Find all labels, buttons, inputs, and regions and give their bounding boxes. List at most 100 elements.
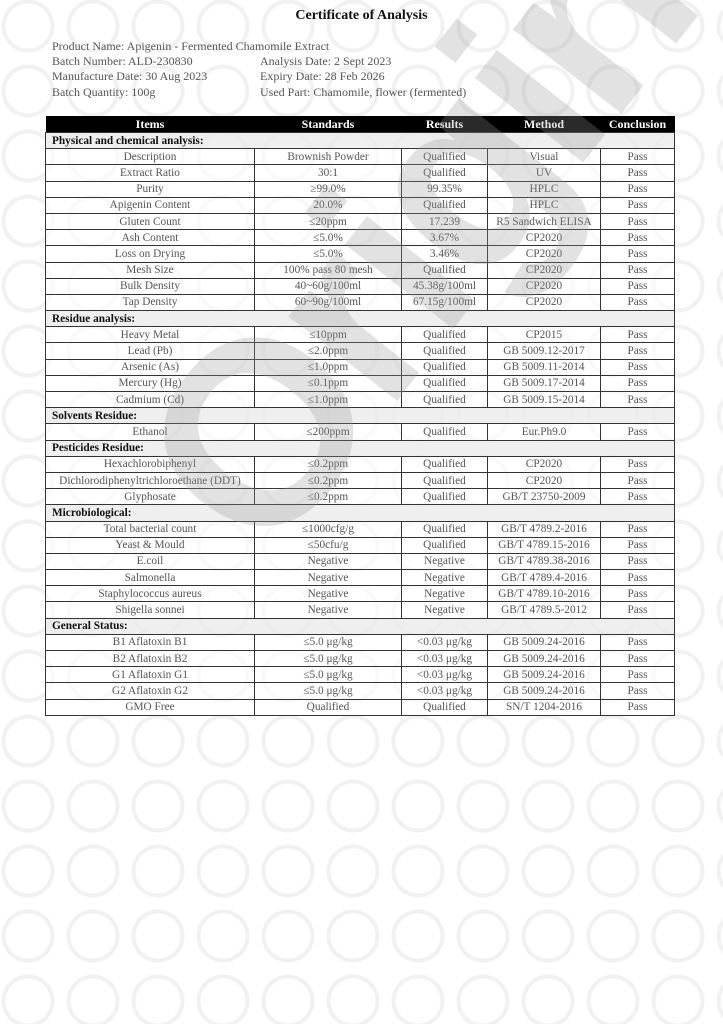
conclusion-cell: Pass (600, 601, 675, 619)
table-row: Gluten Count ≤20ppm 17.239 R5 Sandwich ELIS… (45, 212, 675, 231)
item-cell: Ash Content (45, 229, 255, 247)
method-cell: SN/T 1204-2016 (487, 698, 601, 716)
result-cell: 45.38g/100ml (401, 277, 488, 295)
conclusion-cell: Pass (600, 423, 675, 441)
table-row: Glyphosate ≤0.2ppm Qualified GB/T 23750-200… (45, 488, 675, 506)
item-cell: Total bacterial count (45, 520, 255, 538)
method-cell: GB 5009.24-2016 (487, 666, 601, 684)
standard-cell: ≤50cfu/g (254, 536, 402, 554)
conclusion-cell: Pass (600, 569, 675, 587)
table-row: Salmonella Negative Negative GB/T 4789.4-20… (45, 569, 675, 587)
conclusion-cell: Pass (600, 374, 675, 393)
standard-cell: ≤5.0 μg/kg (254, 666, 402, 684)
result-cell: Qualified (401, 164, 488, 182)
conclusion-cell: Pass (600, 229, 675, 247)
item-cell: Loss on Drying (45, 245, 255, 263)
result-cell: Qualified (401, 698, 488, 716)
standard-cell: 20.0% (254, 196, 402, 214)
result-cell: Qualified (401, 471, 488, 490)
standard-cell: 30:1 (254, 164, 402, 182)
conclusion-cell: Pass (600, 164, 675, 182)
section-row: Pesticides Residue: (45, 439, 675, 457)
item-cell: Gluten Count (45, 212, 255, 231)
conclusion-cell: Pass (600, 455, 675, 473)
analysis-table: Items Standards Results Method Conclusio… (45, 116, 675, 716)
item-cell: Shigella sonnei (45, 601, 255, 619)
result-cell: 67.15g/100ml (401, 293, 488, 312)
method-cell: UV (487, 164, 601, 182)
conclusion-cell: Pass (600, 520, 675, 538)
table-row: Arsenic (As) ≤1.0ppm Qualified GB 5009.11-2… (45, 358, 675, 376)
standard-cell: ≤0.1ppm (254, 374, 402, 393)
conclusion-cell: Pass (600, 358, 675, 376)
standard-cell: ≤1.0ppm (254, 390, 402, 409)
header-method: Method (487, 116, 601, 133)
standard-cell: ≤5.0 μg/kg (254, 682, 402, 700)
result-cell: Negative (401, 585, 488, 603)
result-cell: <0.03 μg/kg (401, 633, 488, 652)
conclusion-cell: Pass (600, 552, 675, 571)
result-cell: Qualified (401, 342, 488, 360)
result-cell: <0.03 μg/kg (401, 666, 488, 684)
conclusion-cell: Pass (600, 666, 675, 684)
conclusion-cell: Pass (600, 326, 675, 344)
method-cell: CP2020 (487, 245, 601, 263)
table-row: G2 Aflatoxin G2 ≤5.0 μg/kg <0.03 μg/kg GB 5… (45, 682, 675, 700)
table-row: Yeast & Mould ≤50cfu/g Qualified GB/T 4789.… (45, 536, 675, 554)
method-cell: CP2015 (487, 326, 601, 344)
method-cell: GB/T 4789.2-2016 (487, 520, 601, 538)
item-cell: Purity (45, 180, 255, 198)
standard-cell: Negative (254, 552, 402, 571)
header-standards: Standards (254, 116, 402, 133)
standard-cell: 60~90g/100ml (254, 293, 402, 312)
standard-cell: ≤0.2ppm (254, 455, 402, 473)
method-cell: R5 Sandwich ELISA (487, 212, 601, 231)
method-cell: CP2020 (487, 471, 601, 490)
header-conclusion: Conclusion (600, 116, 675, 133)
table-row: Bulk Density 40~60g/100ml 45.38g/100ml CP20… (45, 277, 675, 295)
conclusion-cell: Pass (600, 277, 675, 295)
section-title: Physical and chemical analysis: (45, 131, 675, 150)
conclusion-cell: Pass (600, 180, 675, 198)
standard-cell: Negative (254, 601, 402, 619)
conclusion-cell: Pass (600, 698, 675, 716)
result-cell: Qualified (401, 488, 488, 506)
method-cell: GB 5009.15-2014 (487, 390, 601, 409)
result-cell: Qualified (401, 326, 488, 344)
section-row: General Status: (45, 617, 675, 635)
conclusion-cell: Pass (600, 245, 675, 263)
method-cell: GB/T 4789.4-2016 (487, 569, 601, 587)
standard-cell: Qualified (254, 698, 402, 716)
standard-cell: ≤5.0 μg/kg (254, 649, 402, 668)
expiry-date: Expiry Date: 28 Feb 2026 (260, 69, 385, 83)
result-cell: Negative (401, 601, 488, 619)
item-cell: Mesh Size (45, 261, 255, 279)
used-part: Used Part: Chamomile, flower (fermented) (260, 85, 467, 99)
item-cell: E.coil (45, 552, 255, 571)
manufacture-date: Manufacture Date: 30 Aug 2023 (52, 69, 208, 83)
batch-number: Batch Number: ALD-230830 (52, 54, 193, 68)
method-cell: GB 5009.12-2017 (487, 342, 601, 360)
conclusion-cell: Pass (600, 148, 675, 166)
method-cell: GB 5009.24-2016 (487, 633, 601, 652)
result-cell: Negative (401, 552, 488, 571)
item-cell: Ethanol (45, 423, 255, 441)
analysis-date: Analysis Date: 2 Sept 2023 (260, 54, 392, 68)
result-cell: Negative (401, 569, 488, 587)
item-cell: Yeast & Mould (45, 536, 255, 554)
result-cell: 99.35% (401, 180, 488, 198)
result-cell: Qualified (401, 455, 488, 473)
method-cell: GB/T 4789.5-2012 (487, 601, 601, 619)
table-row: Hexachlorobiphenyl ≤0.2ppm Qualified CP2020… (45, 455, 675, 473)
result-cell: <0.03 μg/kg (401, 682, 488, 700)
standard-cell: ≤20ppm (254, 212, 402, 231)
table-row: Ash Content ≤5.0% 3.67% CP2020 Pass (45, 229, 675, 247)
table-row: Cadmium (Cd) ≤1.0ppm Qualified GB 5009.15-2… (45, 390, 675, 409)
batch-quantity: Batch Quantity: 100g (52, 85, 156, 99)
method-cell: HPLC (487, 196, 601, 214)
method-cell: HPLC (487, 180, 601, 198)
standard-cell: Negative (254, 585, 402, 603)
standard-cell: ≤0.2ppm (254, 488, 402, 506)
table-row: Description Brownish Powder Qualified Visua… (45, 148, 675, 166)
method-cell: Eur.Ph9.0 (487, 423, 601, 441)
